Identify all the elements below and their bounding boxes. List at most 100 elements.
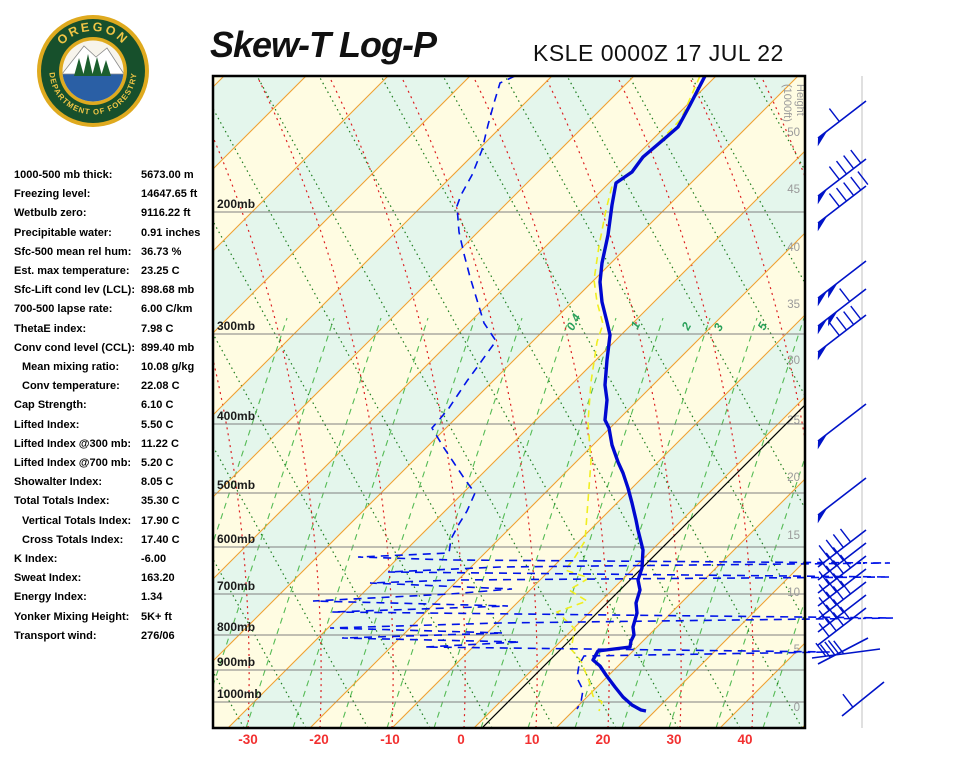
barb-staff (817, 185, 867, 224)
barb-flag (817, 188, 828, 205)
wind-barb (817, 637, 869, 665)
barb-staff (817, 288, 867, 327)
isotherm-line (214, 77, 716, 579)
barb-feather (850, 305, 862, 320)
stat-value: 5.50 C (141, 418, 174, 431)
isotherm-line (214, 77, 552, 415)
dry-adiabat-line (318, 77, 679, 727)
barb-staff (817, 581, 867, 620)
barb-feather (839, 288, 851, 303)
barb-flag (828, 310, 838, 327)
barb-feather (828, 108, 840, 122)
stat-value: 5K+ ft (141, 610, 172, 623)
temp-axis-label: 10 (524, 732, 539, 747)
barb-staff (817, 568, 867, 607)
height-label: 5 (794, 644, 800, 656)
barb-flag (817, 290, 828, 307)
logo-scene (62, 45, 124, 102)
wind-barb (817, 477, 867, 524)
stat-value: 11.22 C (141, 437, 179, 450)
barb-feather (850, 176, 862, 191)
barb-feather (825, 552, 837, 567)
barb-feather (819, 644, 831, 658)
barb-feather (818, 584, 830, 598)
isotherm-line (0, 76, 142, 728)
height-label: 45 (787, 184, 800, 196)
isotherm-line (556, 479, 804, 727)
stat-value: 23.25 C (141, 265, 180, 277)
dry-adiabat-line (504, 77, 804, 621)
barb-feather (818, 610, 830, 624)
stat-value: -6.00 (141, 553, 167, 565)
stat-label: Sfc-Lift cond lev (LCL): (14, 284, 135, 297)
barb-feather (842, 693, 854, 708)
barb-feather (828, 166, 840, 180)
barb-feather (839, 580, 852, 595)
barb-feather (832, 560, 844, 574)
stat-label: 700-500 lapse rate: (14, 303, 113, 316)
mixing-ratio-line (621, 317, 758, 727)
temp-axis-label: -30 (238, 732, 258, 747)
stat-value: 9116.22 ft (141, 207, 191, 220)
isotherm-line (214, 77, 634, 497)
dry-adiabat-line (214, 672, 245, 727)
wind-barb (817, 606, 867, 646)
stat-value: 0.91 inches (141, 226, 201, 239)
dry-adiabat-line (442, 77, 803, 727)
barb-feather (839, 554, 852, 569)
stat-label: Transport wind: (14, 629, 97, 642)
barb-feather (839, 528, 852, 543)
stat-label: ThetaE index: (14, 322, 87, 335)
wind-barb (817, 403, 867, 450)
wind-barb (817, 580, 867, 620)
mixing-ratio-line (668, 317, 804, 727)
stat-label: Vertical Totals Index: (22, 514, 132, 527)
height-label: 20 (787, 472, 800, 484)
stat-label: K Index: (14, 553, 58, 565)
wetbulb-trace (555, 77, 701, 712)
stat-label: Cap Strength: (14, 399, 87, 412)
stat-label: Est. max temperature: (14, 265, 130, 277)
barb-feather (818, 571, 830, 585)
barb-feather (824, 641, 836, 656)
barb-feather (825, 565, 837, 580)
isotherm-line (228, 151, 804, 727)
stat-label: Sfc-500 mean rel hum: (14, 245, 132, 258)
barb-feather (843, 311, 855, 325)
isotherm-line (310, 233, 804, 727)
barb-flag (817, 344, 828, 361)
pressure-label: 800mb (217, 620, 255, 634)
barb-flag (828, 282, 838, 299)
barb-staff (817, 158, 867, 197)
barb-feather (835, 160, 848, 175)
wind-barb (817, 171, 869, 232)
dry-adiabat-line (566, 77, 804, 508)
moist-adiabat-line (833, 76, 960, 728)
height-label: 25 (787, 415, 800, 427)
stat-value: 6.10 C (141, 399, 174, 412)
barb-feather (825, 539, 837, 554)
height-axis-title: (1000ft) (781, 84, 793, 122)
stat-label: Lifted Index @700 mb: (14, 457, 132, 469)
pressure-label: 400mb (217, 409, 255, 423)
height-label: 30 (787, 355, 800, 367)
barb-staff (811, 648, 881, 659)
barb-feather (818, 558, 830, 572)
barb-feather (818, 623, 830, 637)
stat-value: 276/06 (141, 629, 175, 642)
barb-feather (815, 642, 827, 657)
pressure-label: 900mb (217, 655, 255, 669)
barb-feather (839, 606, 852, 621)
stat-value: 5.20 C (141, 457, 174, 469)
isotherm-bands (214, 77, 804, 727)
barb-flag (817, 507, 828, 524)
stat-value: 14647.65 ft (141, 188, 198, 201)
pressure-label: 500mb (217, 478, 255, 492)
mixing-ratio-line (715, 458, 804, 727)
barb-staff (817, 529, 867, 568)
pressure-label: 600mb (217, 532, 255, 546)
stat-value: 36.73 % (141, 245, 182, 258)
height-label: 50 (787, 127, 800, 139)
pressure-label: 700mb (217, 579, 255, 593)
stat-label: Mean mixing ratio: (22, 361, 120, 373)
